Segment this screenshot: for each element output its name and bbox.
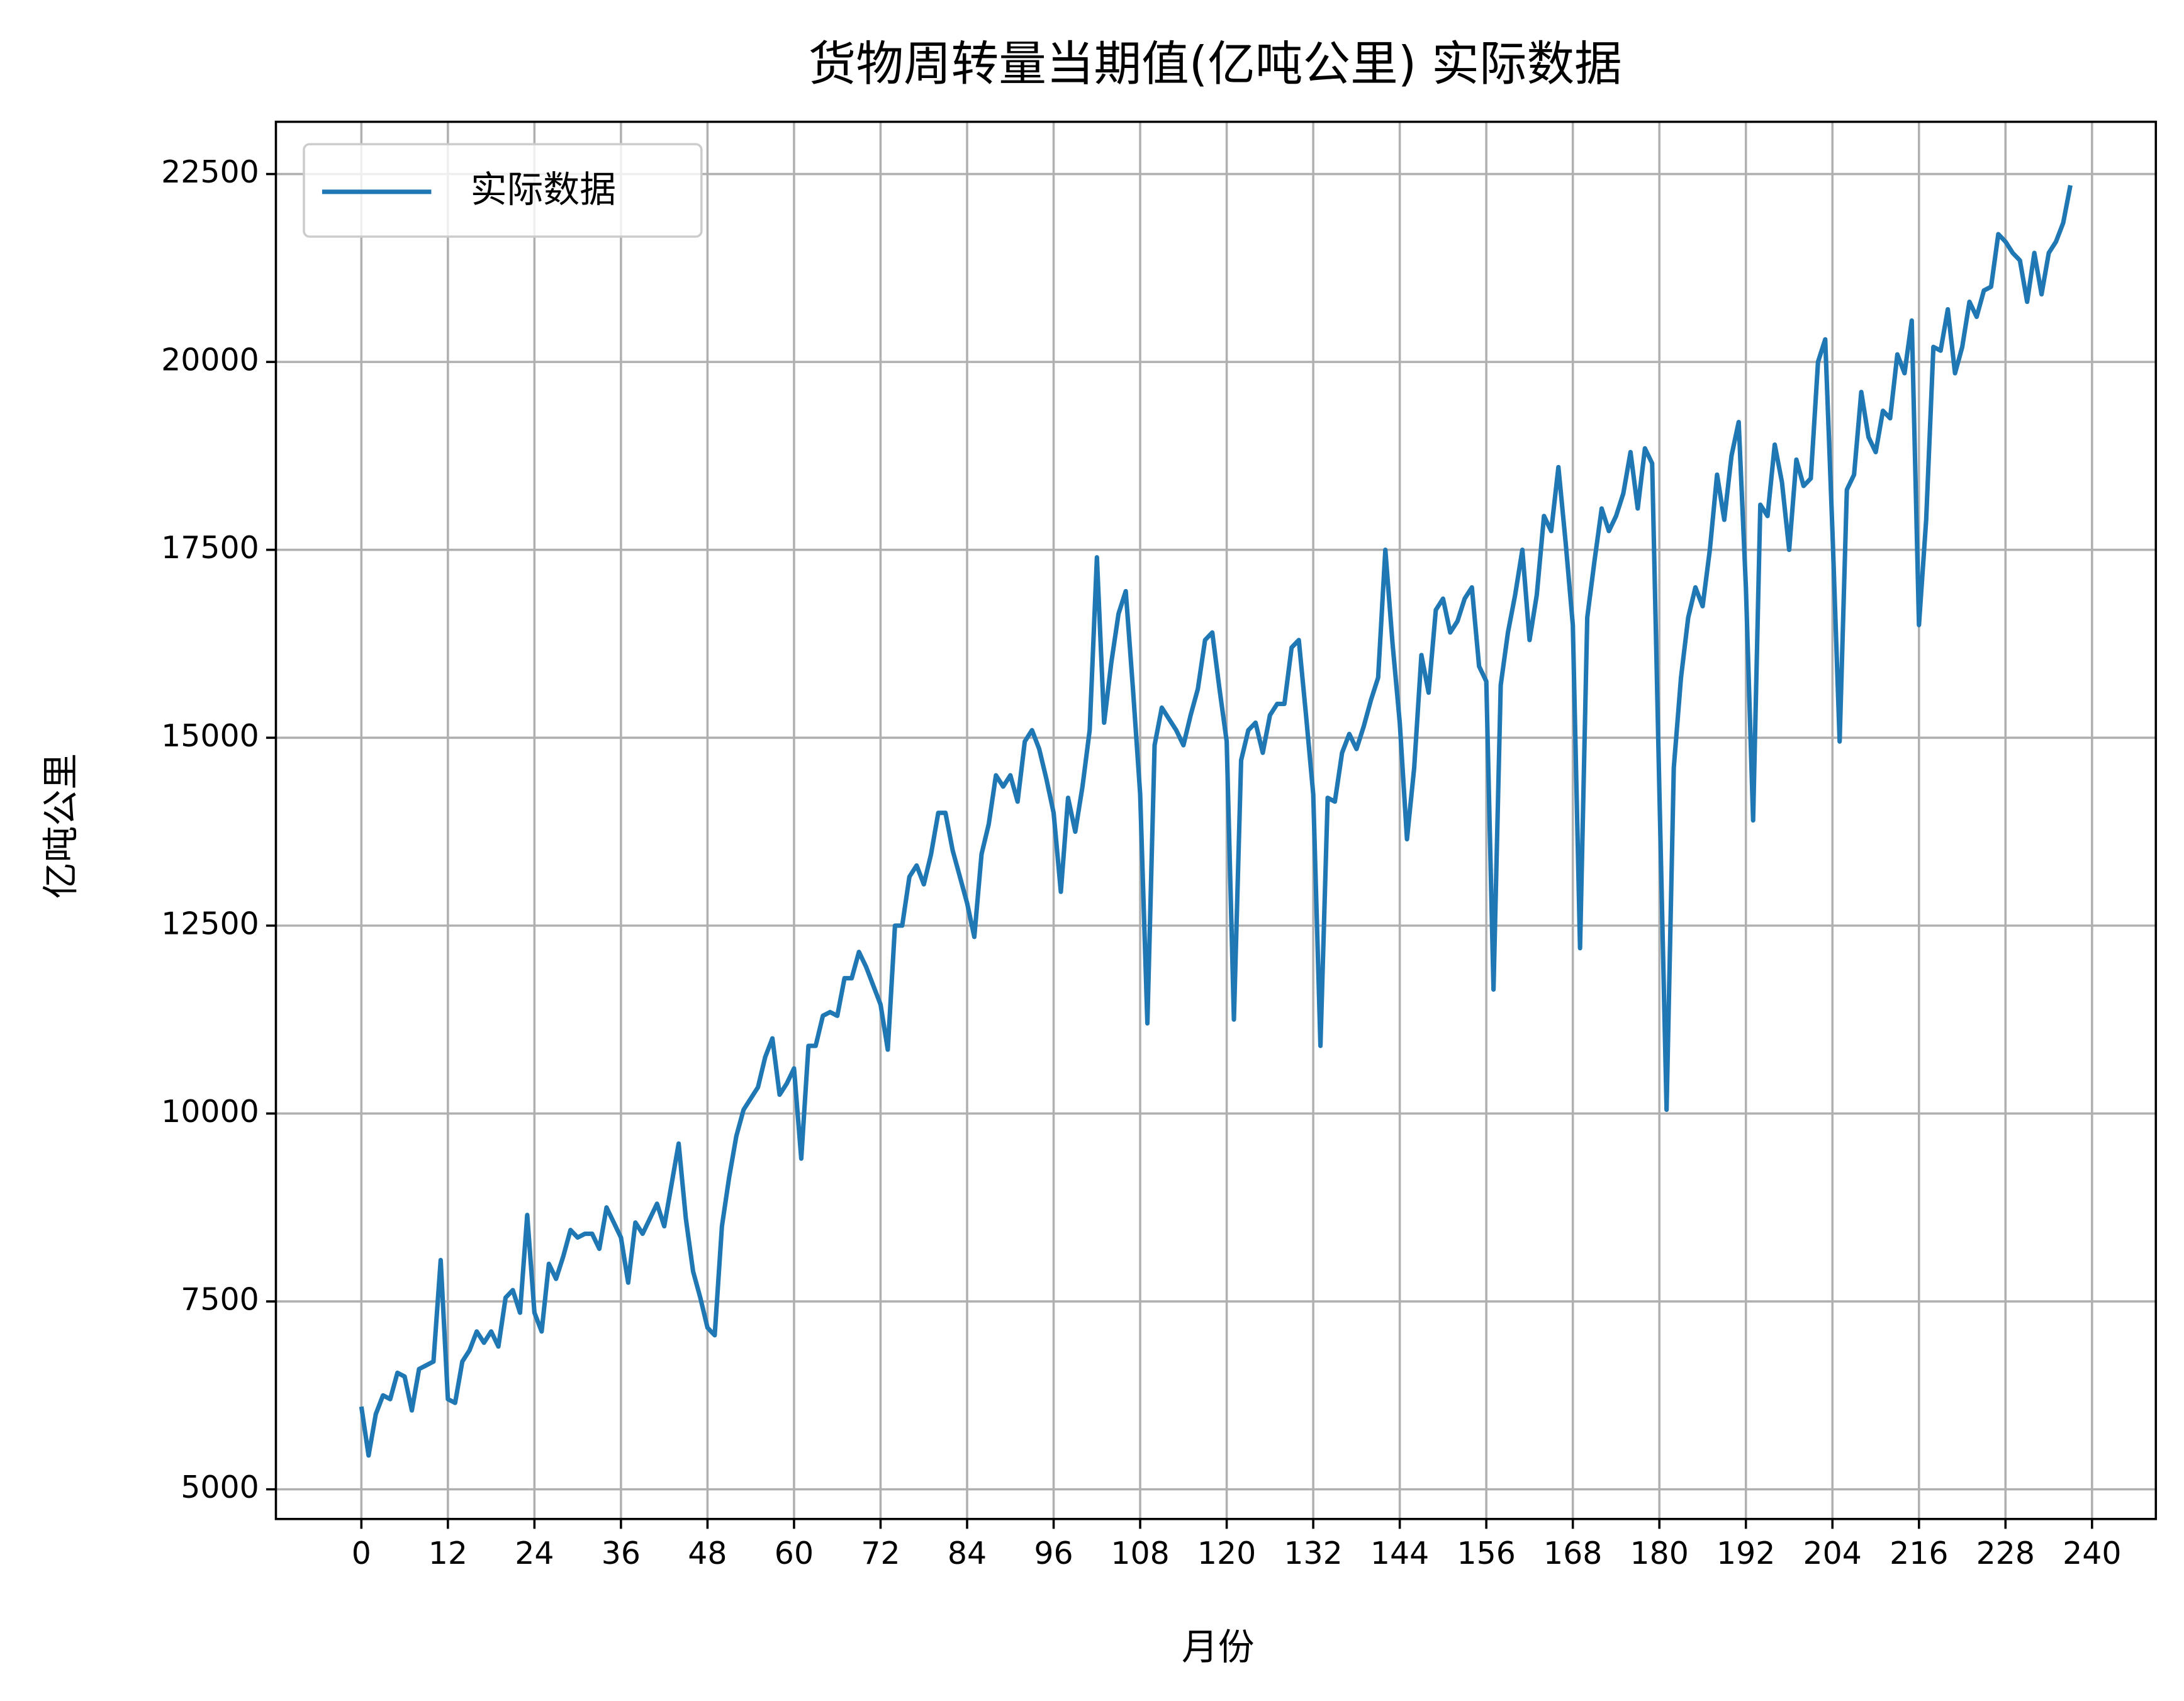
y-tick-label: 15000 <box>161 718 259 754</box>
x-tick-label: 204 <box>1803 1535 1862 1571</box>
x-tick-label: 228 <box>1976 1535 2035 1571</box>
x-tick-label: 180 <box>1630 1535 1688 1571</box>
y-tick-label: 20000 <box>161 342 259 378</box>
y-tick-label: 5000 <box>181 1469 259 1505</box>
x-tick-label: 216 <box>1890 1535 1948 1571</box>
x-tick-label: 84 <box>948 1535 987 1571</box>
x-tick-label: 72 <box>861 1535 900 1571</box>
y-tick-label: 10000 <box>161 1094 259 1130</box>
x-tick-label: 36 <box>602 1535 641 1571</box>
y-tick-label: 22500 <box>161 154 259 190</box>
legend-label: 实际数据 <box>471 168 616 211</box>
x-tick-label: 60 <box>775 1535 814 1571</box>
x-axis-label: 月份 <box>1182 1625 1255 1668</box>
x-tick-label: 144 <box>1370 1535 1429 1571</box>
x-tick-label: 156 <box>1457 1535 1515 1571</box>
y-axis-label: 亿吨公里 <box>39 753 82 899</box>
x-tick-label: 192 <box>1716 1535 1775 1571</box>
x-tick-label: 96 <box>1034 1535 1073 1571</box>
x-tick-label: 108 <box>1111 1535 1169 1571</box>
y-tick-label: 7500 <box>181 1282 259 1318</box>
x-tick-label: 168 <box>1543 1535 1602 1571</box>
y-tick-label: 12500 <box>161 906 259 941</box>
y-tick-label: 17500 <box>161 530 259 566</box>
x-tick-label: 120 <box>1197 1535 1256 1571</box>
x-tick-label: 48 <box>688 1535 727 1571</box>
x-tick-label: 24 <box>515 1535 554 1571</box>
x-tick-label: 240 <box>2063 1535 2121 1571</box>
line <box>359 184 2073 1458</box>
legend-box <box>303 143 703 238</box>
x-tick-label: 12 <box>428 1535 468 1571</box>
x-tick-label: 0 <box>352 1535 371 1571</box>
x-tick-label: 132 <box>1284 1535 1342 1571</box>
chart-title: 货物周转量当期值(亿吨公里) 实际数据 <box>809 36 1622 91</box>
plot-frame <box>274 120 2158 1520</box>
